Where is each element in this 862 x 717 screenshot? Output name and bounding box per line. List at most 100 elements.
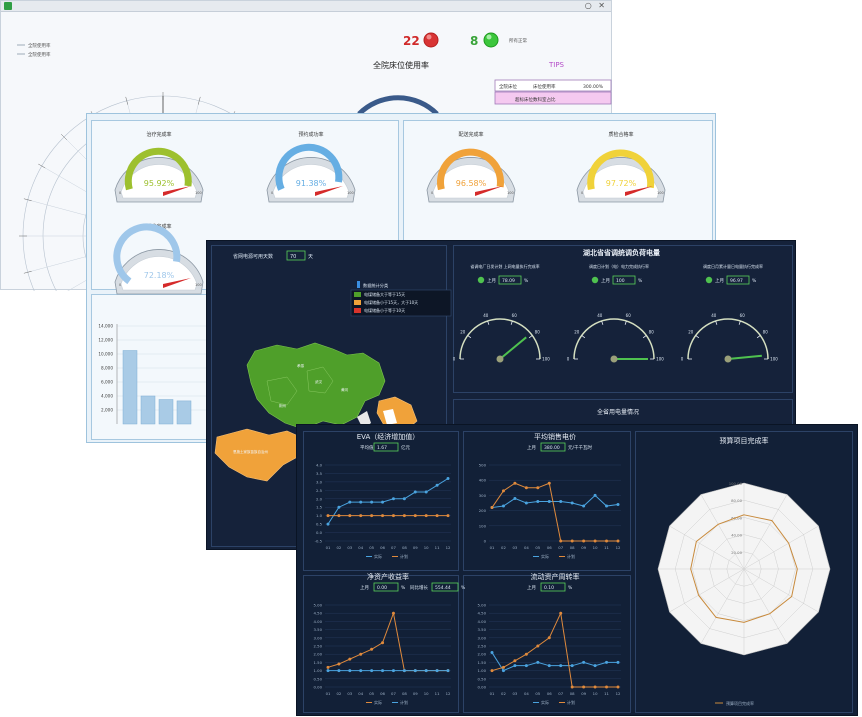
data-point[interactable] [413, 669, 417, 673]
data-point[interactable] [370, 500, 374, 504]
data-point[interactable] [424, 490, 428, 494]
data-point[interactable] [359, 500, 363, 504]
data-point[interactable] [524, 486, 528, 490]
data-point[interactable] [559, 611, 563, 615]
data-point[interactable] [337, 514, 341, 518]
data-point[interactable] [513, 659, 517, 663]
data-point[interactable] [402, 669, 406, 673]
data-point[interactable] [359, 669, 363, 673]
data-point[interactable] [570, 664, 574, 668]
data-point[interactable] [582, 685, 586, 689]
data-point[interactable] [547, 499, 551, 503]
data-point[interactable] [582, 539, 586, 543]
data-point[interactable] [381, 500, 385, 504]
data-point[interactable] [490, 651, 494, 655]
data-point[interactable] [337, 505, 341, 509]
data-point[interactable] [536, 660, 540, 664]
tips-link[interactable]: TIPS [548, 61, 565, 69]
data-point[interactable] [559, 499, 563, 503]
data-point[interactable] [446, 514, 450, 518]
data-point[interactable] [513, 664, 517, 668]
data-point[interactable] [559, 664, 563, 668]
map-legend [350, 289, 452, 317]
data-point[interactable] [605, 660, 609, 664]
data-point[interactable] [605, 539, 609, 543]
data-point[interactable] [501, 665, 505, 669]
data-point[interactable] [547, 664, 551, 668]
data-point[interactable] [524, 652, 528, 656]
data-point[interactable] [424, 514, 428, 518]
data-point[interactable] [524, 664, 528, 668]
data-point[interactable] [435, 514, 439, 518]
data-point[interactable] [348, 669, 352, 673]
data-point[interactable] [413, 514, 417, 518]
data-point[interactable] [402, 497, 406, 501]
data-point[interactable] [490, 669, 494, 673]
map-region-green[interactable] [246, 342, 386, 430]
data-point[interactable] [424, 669, 428, 673]
data-point[interactable] [490, 506, 494, 510]
data-point[interactable] [435, 483, 439, 487]
data-point[interactable] [348, 500, 352, 504]
data-point[interactable] [413, 490, 417, 494]
data-point[interactable] [359, 514, 363, 518]
data-point[interactable] [593, 493, 597, 497]
data-point[interactable] [391, 669, 395, 673]
data-point[interactable] [570, 685, 574, 689]
data-point[interactable] [402, 514, 406, 518]
data-point[interactable] [536, 644, 540, 648]
data-point[interactable] [513, 481, 517, 485]
data-point[interactable] [446, 669, 450, 673]
data-point[interactable] [501, 669, 505, 673]
data-point[interactable] [326, 514, 330, 518]
data-point[interactable] [593, 664, 597, 668]
bar[interactable] [158, 399, 174, 425]
data-point[interactable] [501, 489, 505, 493]
data-point[interactable] [547, 481, 551, 485]
data-point[interactable] [593, 539, 597, 543]
data-point[interactable] [605, 504, 609, 508]
data-point[interactable] [570, 501, 574, 505]
data-point[interactable] [370, 647, 374, 651]
data-point[interactable] [348, 514, 352, 518]
data-point[interactable] [605, 685, 609, 689]
data-point[interactable] [524, 501, 528, 505]
data-point[interactable] [370, 669, 374, 673]
data-point[interactable] [326, 665, 330, 669]
data-point[interactable] [359, 652, 363, 656]
data-point[interactable] [616, 660, 620, 664]
data-point[interactable] [381, 669, 385, 673]
data-point[interactable] [337, 662, 341, 666]
bar[interactable] [140, 395, 156, 425]
data-point[interactable] [582, 504, 586, 508]
data-point[interactable] [582, 660, 586, 664]
data-point[interactable] [501, 504, 505, 508]
data-point[interactable] [616, 539, 620, 543]
data-point[interactable] [616, 685, 620, 689]
data-point[interactable] [570, 539, 574, 543]
data-point[interactable] [559, 539, 563, 543]
map-region-white[interactable] [383, 409, 397, 425]
window-controls[interactable]: ○ ✕ [584, 1, 607, 10]
data-point[interactable] [381, 514, 385, 518]
map-region-orange-west[interactable] [214, 428, 306, 482]
data-point[interactable] [435, 669, 439, 673]
data-point[interactable] [513, 496, 517, 500]
data-point[interactable] [391, 497, 395, 501]
data-point[interactable] [547, 636, 551, 640]
data-point[interactable] [536, 499, 540, 503]
data-point[interactable] [593, 685, 597, 689]
bar[interactable] [122, 350, 138, 425]
data-point[interactable] [616, 503, 620, 507]
data-point[interactable] [446, 477, 450, 481]
data-point[interactable] [391, 611, 395, 615]
data-point[interactable] [326, 669, 330, 673]
data-point[interactable] [381, 641, 385, 645]
data-point[interactable] [326, 522, 330, 526]
data-point[interactable] [536, 486, 540, 490]
data-point[interactable] [337, 669, 341, 673]
bar[interactable] [176, 400, 192, 425]
data-point[interactable] [348, 657, 352, 661]
data-point[interactable] [391, 514, 395, 518]
data-point[interactable] [370, 514, 374, 518]
